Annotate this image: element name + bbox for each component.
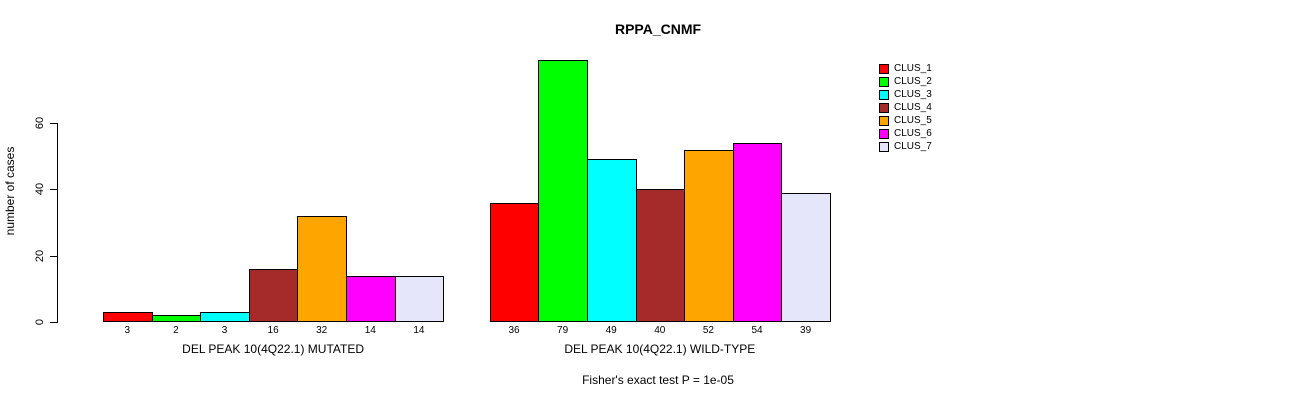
legend-item: CLUS_4 xyxy=(879,101,932,114)
legend-swatch-icon xyxy=(879,63,889,74)
bar-value-label: 49 xyxy=(605,325,617,336)
bar-clus-4 xyxy=(636,189,685,322)
bar-value-label: 79 xyxy=(557,325,569,336)
chart-title: RPPA_CNMF xyxy=(614,21,702,37)
bar-value-label: 39 xyxy=(800,325,812,336)
y-axis-tick-label: 0 xyxy=(34,318,46,326)
bar-clus-5 xyxy=(684,150,734,322)
bar-value-label: 14 xyxy=(413,325,425,336)
bar-value-label: 3 xyxy=(124,325,131,336)
y-axis-tick-label: 40 xyxy=(34,182,46,196)
y-axis-tick-label: 20 xyxy=(34,249,46,263)
bar-clus-6 xyxy=(346,276,396,322)
legend-label: CLUS_7 xyxy=(894,141,932,152)
group-label: DEL PEAK 10(4Q22.1) WILD-TYPE xyxy=(564,342,756,356)
bar-value-label: 3 xyxy=(221,325,228,336)
bar-clus-6 xyxy=(733,143,782,322)
bar-clus-7 xyxy=(781,193,831,322)
legend-label: CLUS_6 xyxy=(894,128,932,139)
y-axis-tick xyxy=(50,123,57,124)
legend-label: CLUS_2 xyxy=(894,76,932,87)
legend-swatch-icon xyxy=(879,89,889,100)
bar-value-label: 16 xyxy=(267,325,279,336)
legend-item: CLUS_6 xyxy=(879,127,932,140)
legend-swatch-icon xyxy=(879,102,889,113)
bar-clus-3 xyxy=(200,312,250,322)
legend-item: CLUS_3 xyxy=(879,88,932,101)
bar-clus-2 xyxy=(538,60,588,322)
y-axis-tick xyxy=(50,256,57,257)
legend-swatch-icon xyxy=(879,128,889,139)
legend-item: CLUS_5 xyxy=(879,114,932,127)
bar-clus-4 xyxy=(249,269,298,322)
group-label: DEL PEAK 10(4Q22.1) MUTATED xyxy=(182,342,365,356)
legend-swatch-icon xyxy=(879,115,889,126)
y-axis-line xyxy=(57,123,58,323)
legend-swatch-icon xyxy=(879,141,889,152)
legend-item: CLUS_1 xyxy=(879,62,932,75)
legend-label: CLUS_4 xyxy=(894,102,932,113)
bar-value-label: 54 xyxy=(751,325,763,336)
legend-label: CLUS_5 xyxy=(894,115,932,126)
bar-value-label: 52 xyxy=(702,325,714,336)
bar-clus-3 xyxy=(587,159,637,322)
legend-label: CLUS_1 xyxy=(894,63,932,74)
bar-value-label: 2 xyxy=(173,325,179,336)
annotation-text: Fisher's exact test P = 1e-05 xyxy=(582,373,734,387)
legend: CLUS_1 CLUS_2 CLUS_3 CLUS_4 CLUS_5 CLUS_6 CLUS… xyxy=(879,62,932,153)
y-axis-tick xyxy=(50,322,57,323)
y-axis-tick-label: 60 xyxy=(34,116,46,130)
legend-label: CLUS_3 xyxy=(894,89,932,100)
bar-clus-2 xyxy=(152,315,201,322)
bar-clus-5 xyxy=(297,216,347,322)
bar-clus-1 xyxy=(103,312,153,322)
y-axis-tick xyxy=(50,189,57,190)
legend-item: CLUS_2 xyxy=(879,75,932,88)
y-axis-label: number of cases xyxy=(3,146,17,236)
bar-clus-1 xyxy=(490,203,539,322)
legend-swatch-icon xyxy=(879,76,889,87)
bar-clus-7 xyxy=(395,276,444,322)
bar-value-label: 14 xyxy=(364,325,376,336)
bar-value-label: 32 xyxy=(316,325,328,336)
bar-value-label: 40 xyxy=(654,325,666,336)
legend-item: CLUS_7 xyxy=(879,140,932,153)
bar-value-label: 36 xyxy=(508,325,520,336)
